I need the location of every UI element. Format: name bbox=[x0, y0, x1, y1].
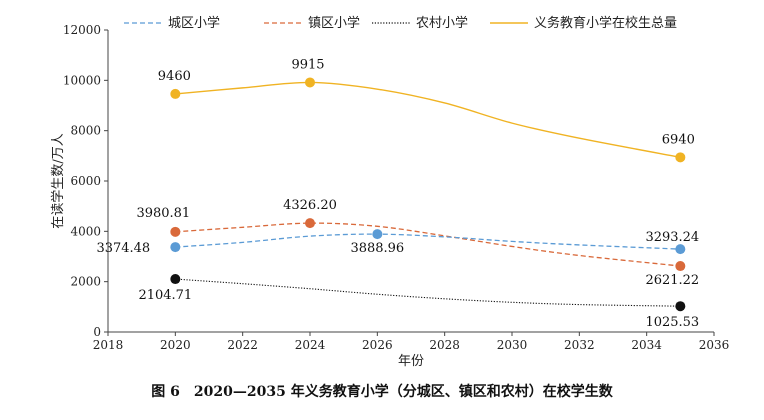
data-label-0-2: 3293.24 bbox=[645, 230, 699, 245]
legend-label-0: 城区小学 bbox=[168, 15, 220, 31]
data-point-1-2 bbox=[675, 261, 686, 272]
data-point-3-1 bbox=[305, 77, 315, 88]
legend: 城区小学 镇区小学 农村小学 义务教育小学在校生总量 bbox=[124, 15, 677, 31]
data-point-2-1 bbox=[675, 301, 686, 312]
data-label-1-1: 4326.20 bbox=[283, 198, 337, 213]
x-tick-label: 2030 bbox=[497, 338, 528, 352]
data-point-1-0 bbox=[170, 226, 181, 237]
data-point-2-0 bbox=[170, 274, 181, 285]
x-tick-label: 2022 bbox=[227, 338, 258, 352]
y-tick-label: 8000 bbox=[70, 124, 101, 138]
data-label-2-0: 2104.71 bbox=[138, 288, 192, 303]
x-tick-label: 2032 bbox=[564, 338, 595, 352]
legend-label-2: 农村小学 bbox=[416, 15, 468, 31]
y-tick-label: 10000 bbox=[63, 73, 101, 87]
x-tick-label: 2020 bbox=[160, 338, 191, 352]
data-point-0-1 bbox=[372, 229, 383, 240]
series-line-2 bbox=[175, 278, 681, 307]
y-tick-label: 6000 bbox=[70, 174, 101, 188]
figure-caption: 图 6 2020—2035 年义务教育小学（分城区、镇区和农村）在校学生数 bbox=[151, 384, 613, 400]
data-point-3-2 bbox=[675, 152, 686, 163]
x-tick-label: 2018 bbox=[93, 338, 124, 352]
x-tick-label: 2028 bbox=[429, 338, 460, 352]
data-point-0-2 bbox=[675, 244, 686, 255]
data-label-3-2: 6940 bbox=[662, 132, 695, 147]
legend-label-1: 镇区小学 bbox=[308, 15, 360, 31]
series-line-3 bbox=[175, 81, 681, 159]
y-tick-label: 2000 bbox=[70, 275, 101, 289]
y-tick-label: 0 bbox=[93, 325, 101, 339]
x-tick-label: 2026 bbox=[362, 338, 393, 352]
series-line-0 bbox=[175, 233, 681, 250]
data-label-1-0: 3980.81 bbox=[136, 206, 190, 221]
data-label-2-1: 1025.53 bbox=[645, 315, 699, 330]
data-point-0-0 bbox=[170, 242, 181, 253]
y-tick-label: 4000 bbox=[70, 224, 101, 238]
series-lines bbox=[175, 81, 681, 307]
data-point-1-1 bbox=[305, 218, 315, 229]
data-label-0-0: 3374.48 bbox=[96, 241, 150, 256]
x-axis-title: 年份 bbox=[398, 354, 424, 369]
data-markers bbox=[170, 77, 686, 312]
axes: 0 2000 4000 6000 8000 10000 12000 2018 2020 2022 2… bbox=[63, 23, 729, 352]
data-point-3-0 bbox=[170, 88, 181, 99]
data-label-3-0: 9460 bbox=[158, 69, 191, 84]
data-labels: 9460 9915 6940 3980.81 4326.20 2621.22 3374.48… bbox=[96, 57, 699, 330]
line-chart: 0 2000 4000 6000 8000 10000 12000 2018 2020 2022 2… bbox=[50, 15, 729, 369]
y-tick-label: 12000 bbox=[63, 23, 101, 37]
legend-label-3: 义务教育小学在校生总量 bbox=[534, 15, 677, 31]
x-tick-label: 2034 bbox=[631, 338, 662, 352]
x-tick-label: 2036 bbox=[699, 338, 730, 352]
data-label-0-1: 3888.96 bbox=[350, 241, 404, 256]
series-line-1 bbox=[175, 222, 681, 267]
y-axis-title: 在读学生数/万人 bbox=[50, 133, 66, 228]
data-label-1-2: 2621.22 bbox=[645, 273, 699, 288]
data-label-3-1: 9915 bbox=[291, 57, 324, 72]
x-tick-label: 2024 bbox=[295, 338, 326, 352]
